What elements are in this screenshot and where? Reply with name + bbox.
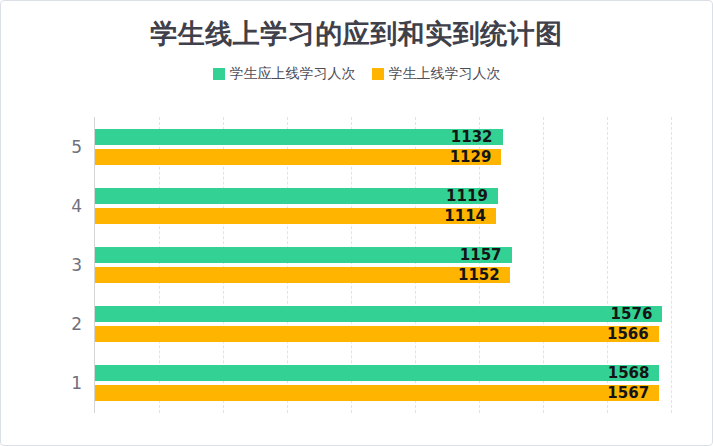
category-label: 3	[48, 255, 82, 275]
bar-expected: 1568	[95, 365, 659, 381]
category-label: 2	[48, 314, 82, 334]
legend-item-actual: 学生上线学习人次	[372, 65, 501, 83]
legend: 学生应上线学习人次 学生上线学习人次	[1, 65, 712, 83]
bar-value-label: 1157	[460, 246, 502, 264]
category-row-5: 511321129	[95, 117, 671, 176]
bar-value-label: 1129	[450, 148, 492, 166]
category-row-4: 411191114	[95, 176, 671, 235]
chart-title: 学生线上学习的应到和实到统计图	[1, 16, 712, 52]
bar-actual: 1129	[95, 149, 501, 165]
bar-actual: 1152	[95, 267, 510, 283]
bar-group: 1157 1152	[95, 235, 671, 294]
bar-value-label: 1567	[607, 384, 649, 402]
bar-value-label: 1132	[451, 128, 493, 146]
bar-expected: 1157	[95, 247, 512, 263]
bar-expected: 1576	[95, 306, 662, 322]
bar-expected: 1119	[95, 188, 498, 204]
bar-value-label: 1152	[458, 266, 500, 284]
legend-label-actual: 学生上线学习人次	[389, 65, 501, 83]
bar-value-label: 1119	[446, 187, 488, 205]
plot-area: 5113211294111911143115711522157615661156…	[94, 117, 671, 413]
category-label: 4	[48, 196, 82, 216]
bar-group: 1576 1566	[95, 295, 671, 354]
gridline	[671, 117, 672, 413]
bar-actual: 1567	[95, 385, 659, 401]
category-row-1: 115681567	[95, 354, 671, 413]
category-label: 1	[48, 373, 82, 393]
legend-swatch-expected	[213, 68, 225, 80]
bar-value-label: 1566	[607, 325, 649, 343]
legend-label-expected: 学生应上线学习人次	[230, 65, 356, 83]
category-label: 5	[48, 137, 82, 157]
category-rows: 5113211294111911143115711522157615661156…	[95, 117, 671, 413]
category-row-3: 311571152	[95, 235, 671, 294]
bar-actual: 1566	[95, 326, 659, 342]
category-row-2: 215761566	[95, 295, 671, 354]
bar-actual: 1114	[95, 208, 496, 224]
bar-value-label: 1114	[444, 207, 486, 225]
legend-swatch-actual	[372, 68, 384, 80]
bar-value-label: 1568	[608, 364, 650, 382]
bar-value-label: 1576	[611, 305, 653, 323]
bar-group: 1568 1567	[95, 354, 671, 413]
chart-frame: 学生线上学习的应到和实到统计图 学生应上线学习人次学生上线学习人次 511321…	[0, 0, 713, 446]
bar-expected: 1132	[95, 129, 503, 145]
bar-group: 1132 1129	[95, 117, 671, 176]
bar-group: 1119 1114	[95, 176, 671, 235]
legend-item-expected: 学生应上线学习人次	[213, 65, 356, 83]
